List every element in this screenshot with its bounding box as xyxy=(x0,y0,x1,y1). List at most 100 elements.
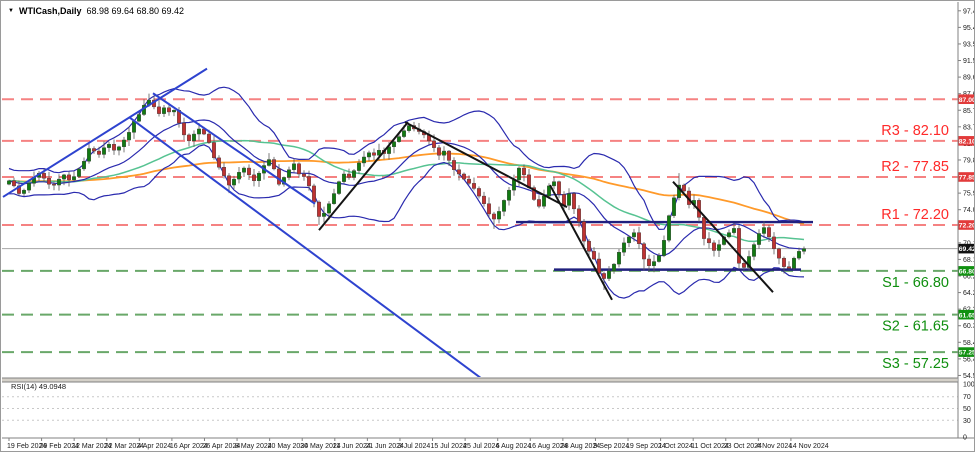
candle-body xyxy=(392,141,396,147)
candle-body xyxy=(362,156,366,164)
candle-body xyxy=(7,180,11,185)
candle-body xyxy=(642,243,646,260)
rsi-tick-label: 30 xyxy=(963,418,971,425)
candle-body xyxy=(317,201,321,217)
candle-body xyxy=(557,181,561,195)
date-tick-label: 16 Aug 2024 xyxy=(528,443,567,450)
symbol-dropdown-icon[interactable]: ▼ xyxy=(8,7,14,14)
candle-body xyxy=(217,157,221,168)
date-tick-label: 21 Jun 2024 xyxy=(365,443,404,450)
price-tick-label: 68.15 xyxy=(963,257,975,264)
candle-body xyxy=(377,149,381,156)
candle-body xyxy=(767,227,771,238)
candle-body xyxy=(582,221,586,242)
date-tick-label: 20 May 2024 xyxy=(268,443,309,450)
price-tag-resistance xyxy=(958,136,974,146)
candle-body xyxy=(172,110,176,113)
price-tag-value: 66.80 xyxy=(959,269,975,276)
candle-body xyxy=(732,228,736,233)
candle-body xyxy=(122,139,126,147)
candle-body xyxy=(482,195,486,204)
candle-body xyxy=(617,251,621,265)
candle-body xyxy=(682,184,686,192)
date-tick-label: 14 Nov 2024 xyxy=(789,443,829,450)
date-tick-label: 19 Sep 2024 xyxy=(626,443,666,450)
candle-body xyxy=(372,152,376,156)
candle-body xyxy=(242,167,246,173)
candle-body xyxy=(542,195,546,207)
price-tick-label: 91.55 xyxy=(963,58,975,65)
date-tick-label: 26 Apr 2024 xyxy=(202,443,240,450)
candle-body xyxy=(87,148,91,162)
price-tick-label: 60.35 xyxy=(963,323,975,330)
date-tick-label: 12 Mar 2024 xyxy=(72,443,111,450)
price-tag-support xyxy=(958,347,974,357)
date-tick-label: 11 Jun 2024 xyxy=(333,443,371,450)
price-tick-label: 89.60 xyxy=(963,75,975,82)
chart-title-bar: ▼ WTICash,Daily 68.98 69.64 68.80 69.42 xyxy=(8,6,184,16)
date-tick-label: 30 May 2024 xyxy=(300,443,341,450)
candle-body xyxy=(252,174,256,182)
candle-body xyxy=(782,257,786,267)
support-label: S1 - 66.80 xyxy=(882,275,949,291)
sma-slow-orange-line xyxy=(8,152,805,225)
candle-body xyxy=(367,152,371,158)
rsi-tick-label: 50 xyxy=(963,406,971,413)
date-tick-label: 6 Aug 2024 xyxy=(496,443,532,450)
bollinger-upper-line xyxy=(8,86,805,231)
candle-body xyxy=(157,106,161,114)
candle-body xyxy=(487,203,491,215)
candle-body xyxy=(467,178,471,184)
candle-body xyxy=(287,169,291,178)
candle-body xyxy=(517,167,521,181)
candle-body xyxy=(307,176,311,187)
black-trendline xyxy=(672,180,774,293)
price-tag-value: 57.25 xyxy=(959,350,975,357)
date-tick-label: 9 Sep 2024 xyxy=(593,443,629,450)
pane-splitter[interactable] xyxy=(2,378,957,382)
candle-body xyxy=(552,181,556,187)
candle-body xyxy=(212,142,216,159)
date-tick-label: 4 Apr 2024 xyxy=(137,443,171,450)
price-tick-label: 75.95 xyxy=(963,191,975,198)
rsi-line xyxy=(9,389,804,427)
candle-body xyxy=(72,176,76,181)
candle-body xyxy=(492,213,496,220)
candle-body xyxy=(727,232,731,238)
candle-body xyxy=(402,130,406,137)
candle-body xyxy=(612,263,616,272)
candle-body xyxy=(272,159,276,170)
date-tick-label: 3 Jul 2024 xyxy=(398,443,430,450)
candle-body xyxy=(507,189,511,201)
sr-level-labels: R3 - 82.10 R2 - 77.85 R1 - 72.20 S1 - 66.80… xyxy=(881,123,949,372)
price-tag-value: 87.00 xyxy=(959,97,975,104)
date-tick-label: 28 Aug 2024 xyxy=(561,443,600,450)
price-tag-value: 72.20 xyxy=(959,223,975,230)
candle-body xyxy=(602,273,606,279)
price-tag-value: 77.85 xyxy=(959,175,975,182)
candle-body xyxy=(432,140,436,148)
candle-body xyxy=(67,174,71,181)
price-tag-resistance xyxy=(958,172,974,182)
candle-body xyxy=(797,251,801,259)
date-tick-label: 11 Oct 2024 xyxy=(691,443,729,450)
price-tag-value: 82.10 xyxy=(959,138,975,145)
candle-body xyxy=(662,240,666,256)
candle-body xyxy=(762,227,766,234)
candle-body xyxy=(647,258,651,266)
resistance-label: R1 - 72.20 xyxy=(881,207,949,223)
candle-body xyxy=(577,208,581,222)
candle-body xyxy=(57,178,61,186)
candle-body xyxy=(112,144,116,151)
price-tag-value: 69.42 xyxy=(959,246,975,253)
date-tick-label: 16 Apr 2024 xyxy=(170,443,208,450)
candle-body xyxy=(632,232,636,238)
candle-body xyxy=(657,255,661,262)
candle-body xyxy=(737,228,741,264)
support-label: S2 - 61.65 xyxy=(882,319,949,335)
candle-body xyxy=(462,173,466,180)
candle-body xyxy=(132,121,136,133)
candle-body xyxy=(512,179,516,191)
